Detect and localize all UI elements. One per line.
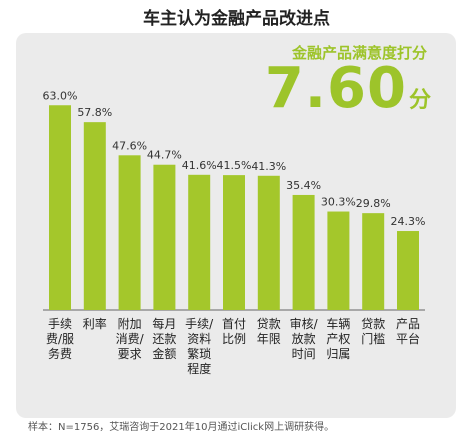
bar-10: [362, 213, 385, 310]
category-label-8: 审核/放款时间: [290, 316, 319, 361]
category-label-10: 贷款门槛: [361, 317, 385, 346]
data-label-7: 41.3%: [251, 160, 286, 173]
category-label-3: 附加消费/要求: [116, 317, 145, 361]
bar-2: [83, 122, 106, 311]
bar-1: [49, 105, 71, 310]
data-label-9: 30.3%: [321, 196, 356, 209]
data-label-5: 41.6%: [182, 159, 217, 172]
category-label-11: 产品平台: [396, 317, 420, 346]
category-label-5: 手续/资料繁琐程度: [185, 317, 214, 376]
bar-8: [292, 194, 315, 310]
bar-7: [257, 175, 280, 310]
category-label-4: 每月还款金额: [152, 316, 176, 361]
bar-5: [188, 174, 211, 310]
bar-11: [397, 231, 419, 310]
data-label-8: 35.4%: [286, 179, 321, 192]
data-label-11: 24.3%: [391, 215, 426, 228]
category-label-9: 车辆产权归属: [326, 316, 350, 361]
score-display: 7.60 分: [265, 56, 431, 121]
score-label: 金融产品满意度打分: [291, 44, 427, 62]
chart-title: 车主认为金融产品改进点: [143, 9, 330, 29]
data-label-10: 29.8%: [356, 197, 391, 210]
score-unit: 分: [408, 88, 431, 113]
data-label-3: 47.6%: [112, 139, 147, 152]
score-value: 7.60: [264, 56, 407, 121]
category-label-1: 手续费/服务费: [46, 317, 74, 361]
footnote: 样本：N=1756，艾瑞咨询于2021年10月通过iClick网上调研获得。: [28, 422, 335, 433]
data-label-6: 41.5%: [217, 159, 252, 172]
bar-9: [327, 211, 350, 310]
data-label-2: 57.8%: [77, 106, 112, 119]
bar-3: [118, 155, 141, 310]
bar-6: [223, 175, 245, 310]
data-label-1: 63.0%: [43, 89, 78, 102]
category-label-2: 利率: [83, 316, 107, 331]
category-label-6: 首付比例: [222, 317, 246, 346]
category-label-7: 贷款年限: [257, 317, 281, 346]
data-label-4: 44.7%: [147, 149, 182, 162]
bar-4: [153, 164, 176, 310]
